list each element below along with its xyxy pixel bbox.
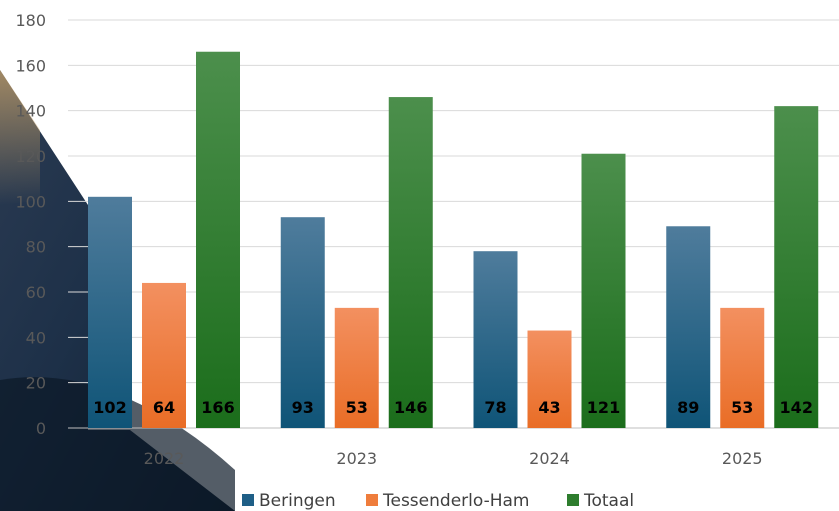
legend-swatch: [242, 494, 254, 506]
data-label: 166: [201, 398, 234, 417]
y-tick-label: 100: [15, 192, 46, 211]
y-tick-label: 140: [15, 102, 46, 121]
bar-totaal-2025: [774, 106, 819, 428]
legend-label: Beringen: [259, 491, 336, 511]
bar-tessenderlo-ham-2025: [720, 307, 765, 428]
legend: Beringen Tessenderlo-Ham Totaal: [242, 491, 634, 511]
data-label: 89: [677, 398, 699, 417]
data-label: 53: [731, 398, 753, 417]
bar-tessenderlo-ham-2023: [334, 307, 379, 428]
data-label: 64: [153, 398, 175, 417]
bar-totaal-2024: [581, 153, 626, 428]
data-label: 121: [587, 398, 620, 417]
legend-label: Totaal: [583, 491, 634, 511]
bar-tessenderlo-ham-2024: [527, 330, 572, 428]
bar-beringen-2022: [88, 196, 132, 428]
bar-totaal-2022: [196, 51, 240, 428]
x-tick-label: 2024: [529, 449, 570, 468]
background-photo: [0, 70, 235, 511]
data-label: 78: [484, 398, 506, 417]
legend-swatch: [567, 494, 579, 506]
data-label: 43: [538, 398, 560, 417]
x-tick-label: 2023: [336, 449, 377, 468]
y-tick-label: 180: [15, 11, 46, 30]
x-axis-ticks: 2022 2023 2024 2025: [144, 449, 763, 468]
y-tick-label: 40: [26, 328, 46, 347]
x-tick-label: 2025: [722, 449, 763, 468]
data-labels: 102 64 166 93 53 146 78 43 121 89 53 142: [93, 398, 813, 417]
data-label: 142: [780, 398, 813, 417]
y-tick-label: 0: [36, 419, 46, 438]
legend-label: Tessenderlo-Ham: [382, 491, 529, 511]
data-label: 146: [394, 398, 427, 417]
bar-totaal-2023: [388, 97, 433, 429]
data-label: 53: [346, 398, 368, 417]
y-tick-label: 20: [26, 374, 46, 393]
y-tick-label: 60: [26, 283, 46, 302]
legend-swatch: [366, 494, 378, 506]
bars: [88, 51, 819, 429]
data-label: 93: [292, 398, 314, 417]
x-tick-label: 2022: [144, 449, 185, 468]
bar-beringen-2025: [666, 226, 711, 428]
data-label: 102: [93, 398, 126, 417]
bar-beringen-2023: [280, 217, 325, 428]
bar-beringen-2024: [473, 251, 518, 428]
y-tick-label: 80: [26, 238, 46, 257]
y-tick-label: 120: [15, 147, 46, 166]
bar-tessenderlo-ham-2022: [142, 282, 186, 428]
y-axis-ticks: 0 20 40 60 80 100 120 140 160 180: [15, 11, 46, 438]
y-tick-label: 160: [15, 56, 46, 75]
